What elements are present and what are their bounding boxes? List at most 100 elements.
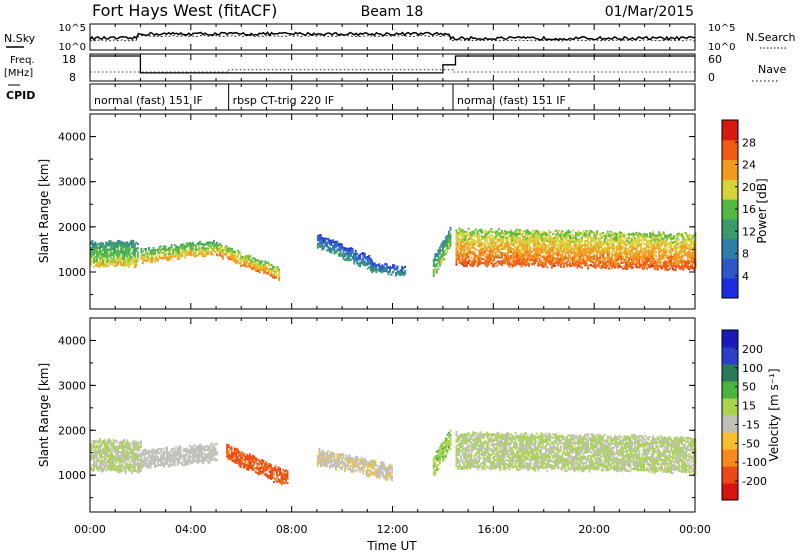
power-cell <box>578 250 580 253</box>
power-cell <box>612 249 615 252</box>
power-cell <box>547 261 550 264</box>
power-cell <box>441 257 444 260</box>
power-cell <box>342 256 345 258</box>
power-cell <box>671 241 674 244</box>
power-cell <box>621 255 624 258</box>
power-cell <box>597 243 600 246</box>
power-cell <box>460 228 463 231</box>
power-cell <box>609 234 612 237</box>
velocity-cell <box>277 468 280 471</box>
power-cell <box>467 245 470 248</box>
power-cell <box>562 236 565 239</box>
power-cell <box>641 257 644 260</box>
power-cell <box>178 246 181 249</box>
velocity-cell <box>149 454 152 457</box>
velocity-cell <box>342 463 345 465</box>
power-cell <box>464 236 467 239</box>
power-cell <box>513 250 515 253</box>
velocity-cell <box>344 466 347 469</box>
velocity-cell <box>257 459 260 462</box>
velocity-cell <box>135 440 138 443</box>
power-cell <box>500 248 503 250</box>
velocity-cell <box>285 481 288 484</box>
power-cell <box>612 253 615 256</box>
power-cell <box>449 243 452 246</box>
velocity-cell <box>103 438 106 441</box>
power-colorbar-label: 24 <box>742 159 756 172</box>
power-cell <box>485 231 488 234</box>
power-cell <box>659 242 662 245</box>
power-cell <box>671 249 674 252</box>
velocity-cell <box>112 441 115 444</box>
power-cell <box>650 237 653 240</box>
velocity-cell <box>103 442 106 445</box>
power-cell <box>438 264 441 267</box>
power-cell <box>534 234 537 237</box>
velocity-cell <box>274 464 277 467</box>
power-cell <box>565 249 568 252</box>
power-cell <box>473 241 476 244</box>
velocity-cell <box>91 463 94 466</box>
power-cell <box>102 242 105 245</box>
velocity-cell <box>356 455 359 458</box>
power-cell <box>659 250 662 253</box>
power-cell <box>109 248 112 251</box>
power-cell <box>677 232 680 235</box>
power-cell <box>347 253 350 256</box>
velocity-cell <box>247 461 250 464</box>
power-cell <box>99 259 102 262</box>
velocity-cell <box>260 463 263 465</box>
velocity-cell <box>106 443 109 446</box>
power-cell <box>593 243 596 246</box>
power-cell <box>488 244 491 247</box>
power-cell <box>685 264 688 267</box>
power-cell <box>567 255 570 258</box>
power-cell <box>500 238 503 240</box>
power-cell <box>197 245 200 248</box>
power-cell <box>667 246 670 249</box>
power-cell <box>662 233 665 236</box>
power-cell <box>273 270 276 273</box>
power-cell <box>664 260 667 263</box>
power-cell <box>196 243 199 245</box>
power-cell <box>488 234 491 237</box>
power-cell <box>655 267 658 270</box>
power-cell <box>605 251 608 254</box>
power-cell <box>457 244 459 246</box>
power-cell <box>629 261 632 264</box>
power-cell <box>514 252 517 255</box>
velocity-cell <box>111 468 114 471</box>
velocity-cell <box>197 459 200 461</box>
power-cell <box>457 231 459 234</box>
power-cell <box>664 242 667 245</box>
velocity-cell <box>185 461 188 464</box>
power-cell <box>600 250 603 253</box>
power-cell <box>567 245 570 248</box>
power-cell <box>124 258 127 261</box>
freq-tick-top: 18 <box>62 53 76 66</box>
power-cell <box>558 257 561 260</box>
power-cell <box>194 247 197 249</box>
velocity-cell <box>253 463 256 466</box>
power-cell <box>535 235 538 238</box>
power-cell <box>525 258 528 261</box>
power-cell <box>490 240 493 243</box>
power-cell <box>240 260 243 263</box>
velocity-cell <box>111 458 114 461</box>
power-cell <box>126 241 129 244</box>
power-cell <box>94 264 97 267</box>
power-cell <box>662 241 665 244</box>
power-cell <box>584 234 587 237</box>
velocity-cell <box>146 450 149 453</box>
velocity-cell <box>333 459 336 462</box>
velocity-cell <box>196 453 199 456</box>
velocity-cell <box>194 451 197 454</box>
power-cell <box>650 259 653 262</box>
power-cell <box>237 251 240 254</box>
power-cell <box>90 247 92 250</box>
power-cell <box>572 229 574 232</box>
power-cell <box>606 248 609 251</box>
power-cell <box>646 263 649 266</box>
power-cell <box>631 257 633 260</box>
power-cell <box>472 242 475 245</box>
